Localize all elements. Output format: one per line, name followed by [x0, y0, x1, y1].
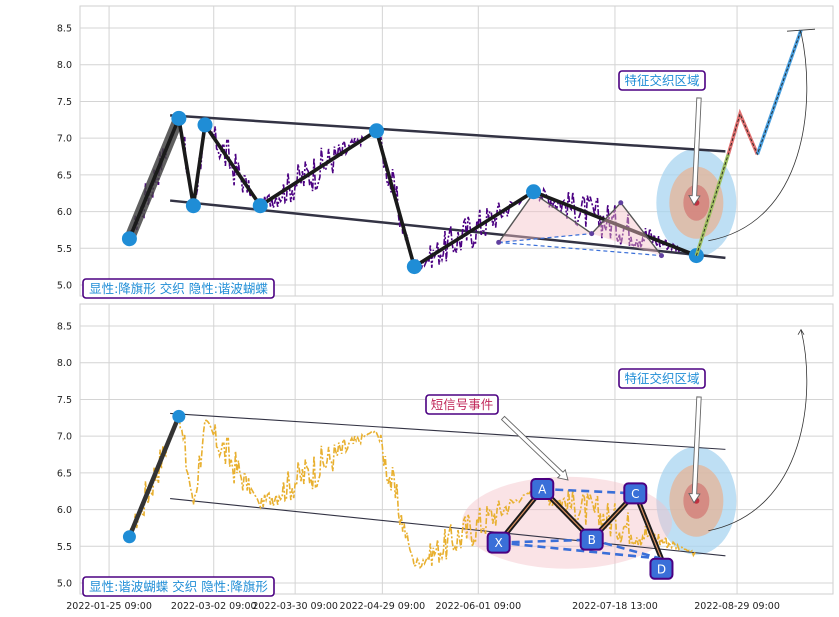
harmonic-dash-line	[498, 541, 662, 561]
x-tick-label: 2022-01-25 09:00	[66, 601, 152, 612]
x-axis: 2022-01-25 09:00 2022-03-02 09:002022-03-…	[66, 601, 780, 612]
pivot-point	[369, 123, 385, 139]
channel-upper-line	[170, 412, 726, 450]
event-ellipse	[462, 476, 672, 569]
zone-curve-arrowhead	[797, 328, 805, 335]
y-tick-label: 5.5	[57, 542, 72, 553]
bottom-panel: 5.0 5.5 6.0 6.5 7.0 7.5 8.0 8.5 X A B C D 短信号事件 特征交织区域…	[57, 304, 833, 597]
harmonic-point-label: B	[588, 533, 596, 547]
harmonic-point-label: X	[495, 536, 503, 550]
pivot-point	[526, 184, 542, 200]
zone-curve-arrow	[708, 32, 808, 242]
y-tick-label: 8.5	[57, 322, 72, 333]
pattern-label-text: 显性:谐波蝴蝶 交织 隐性:降旗形	[89, 579, 268, 594]
pivot-point	[688, 248, 704, 264]
hidden-pattern-point	[658, 253, 664, 259]
pivot-point	[185, 198, 201, 214]
pattern-label-text: 显性:降旗形 交织 隐性:谐波蝴蝶	[89, 281, 268, 296]
annotation-arrow	[500, 415, 569, 481]
channel-lower-line	[170, 498, 726, 557]
price-series-line	[128, 114, 697, 272]
pivot-point	[252, 198, 268, 214]
harmonic-point-x	[486, 531, 511, 554]
y-tick-label: 7.5	[57, 97, 72, 108]
y-tick-label: 8.0	[57, 358, 72, 369]
pivot-point	[122, 530, 136, 544]
y-tick-label: 6.0	[57, 207, 72, 218]
y-tick-label: 5.0	[57, 578, 72, 589]
x-tick-label: 2022-04-29 09:00	[340, 601, 426, 612]
channel-upper-line	[170, 114, 726, 153]
pivot-point	[172, 409, 186, 423]
x-tick-label: 2022-07-18 13:00	[572, 601, 658, 612]
zigzag-line	[127, 414, 182, 539]
y-tick-label: 6.5	[57, 468, 72, 479]
pivot-point	[121, 231, 137, 247]
pivot-point	[406, 259, 422, 275]
event-label-box	[425, 394, 499, 415]
projection-target-tick	[786, 28, 816, 32]
event-label-text: 短信号事件	[431, 397, 494, 412]
zone-label-text: 特征交织区域	[624, 371, 699, 386]
harmonic-dash-line	[498, 538, 592, 544]
x-tick-label: 2022-03-30 09:00	[252, 601, 338, 612]
x-tick-label: 2022-03-02 09:00	[171, 601, 257, 612]
x-tick-label: 2022-08-29 09:00	[694, 601, 780, 612]
pivot-point	[197, 117, 213, 133]
hidden-pattern-fill	[498, 193, 592, 243]
y-tick-label: 8.5	[57, 24, 72, 35]
y-tick-label: 5.5	[57, 244, 72, 255]
zone-label-text: 特征交织区域	[624, 73, 699, 88]
annotation-arrow	[688, 97, 702, 206]
y-tick-label: 7.0	[57, 432, 72, 443]
pattern-label-box	[82, 576, 275, 597]
annotation-arrow	[688, 396, 702, 504]
pattern-label-box	[82, 278, 275, 299]
harmonic-point-b	[579, 528, 604, 551]
zone-label-box	[618, 70, 706, 91]
y-tick-label: 6.0	[57, 505, 72, 516]
harmonic-dash-line	[542, 487, 636, 495]
harmonic-point-d	[649, 557, 674, 580]
pivot-point	[171, 110, 187, 126]
y-tick-label: 8.0	[57, 60, 72, 71]
y-tick-label: 6.5	[57, 170, 72, 181]
hidden-pattern-point	[496, 239, 502, 245]
harmonic-point-label: C	[631, 487, 639, 501]
harmonic-point-c	[623, 482, 648, 505]
hidden-pattern-point	[589, 231, 595, 237]
hidden-pattern-point	[618, 200, 624, 206]
zone-curve-arrow	[708, 329, 808, 532]
harmonic-point-label: A	[538, 483, 547, 497]
harmonic-point-a	[530, 478, 555, 501]
zone-label-box	[618, 368, 706, 389]
x-tick-label: 2022-06-01 09:00	[436, 601, 522, 612]
projection-dotted-line	[695, 30, 802, 256]
hidden-pattern-dash	[498, 233, 592, 243]
hidden-pattern-dash	[498, 241, 662, 257]
y-tick-label: 7.0	[57, 134, 72, 145]
harmonic-point-label: D	[657, 562, 666, 576]
y-tick-label: 5.0	[57, 280, 72, 291]
y-tick-label: 7.5	[57, 395, 72, 406]
